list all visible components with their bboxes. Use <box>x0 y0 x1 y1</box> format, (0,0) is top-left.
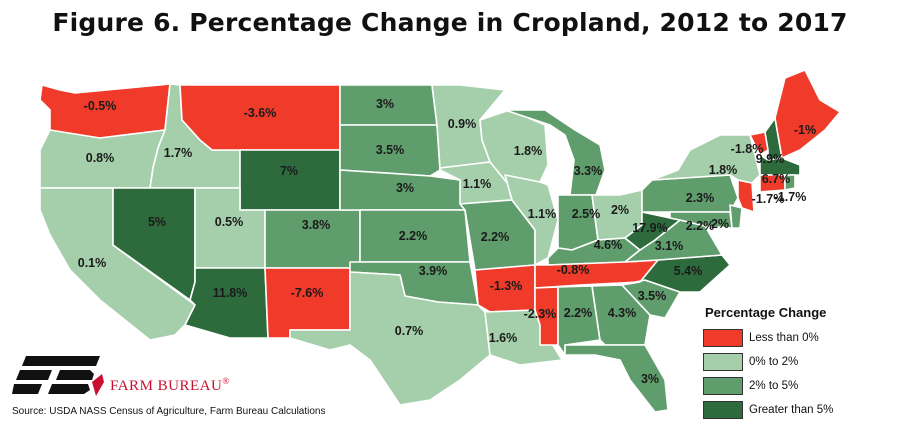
label-nd: 3% <box>376 97 394 111</box>
label-ks: 2.2% <box>399 229 428 243</box>
legend-label-high: Greater than 5% <box>749 404 834 416</box>
label-mo: 2.2% <box>481 230 510 244</box>
label-de: 2% <box>711 217 729 231</box>
label-ga: 4.3% <box>608 306 637 320</box>
state-ny <box>651 134 761 184</box>
legend-label-low: 0% to 2% <box>749 356 799 368</box>
label-nc: 5.4% <box>674 264 703 278</box>
label-me: -1% <box>794 123 816 137</box>
label-wv: 17.9% <box>632 221 667 235</box>
label-ne: 3% <box>396 181 414 195</box>
legend-swatch-mid <box>703 377 743 395</box>
label-wy: 7% <box>280 164 298 178</box>
label-vt: -1.8% <box>731 142 764 156</box>
label-ar: -1.3% <box>490 279 523 293</box>
label-in: 2.5% <box>572 207 601 221</box>
state-sd <box>339 124 441 177</box>
state-me <box>774 69 841 159</box>
label-va: 3.1% <box>655 239 684 253</box>
label-sc: 3.5% <box>638 289 667 303</box>
label-la: 1.6% <box>489 331 518 345</box>
source-note: Source: USDA NASS Census of Agriculture,… <box>12 406 326 417</box>
legend-swatch-neg <box>703 329 743 347</box>
label-az: 11.8% <box>213 286 248 300</box>
label-ct: -1.7% <box>774 190 807 204</box>
label-wa: -0.5% <box>84 99 117 113</box>
legend: Percentage Change Less than 0% 0% to 2% … <box>703 305 883 424</box>
figure-title: Figure 6. Percentage Change in Cropland,… <box>52 8 848 37</box>
label-ia: 1.1% <box>463 177 492 191</box>
label-or: 0.8% <box>86 151 115 165</box>
label-tx: 0.7% <box>395 324 424 338</box>
label-mt: -3.6% <box>244 106 277 120</box>
label-pa: 2.3% <box>686 191 715 205</box>
legend-swatch-high <box>703 401 743 419</box>
label-ut: 0.5% <box>215 215 244 229</box>
label-nm: -7.6% <box>291 286 324 300</box>
state-fl <box>564 344 669 413</box>
farm-bureau-wordmark: FARM BUREAU® <box>110 376 230 394</box>
state-az <box>184 267 269 339</box>
label-ms: -2.3% <box>524 307 557 321</box>
legend-swatch-low <box>703 353 743 371</box>
label-tn: -0.8% <box>557 263 590 277</box>
label-sd: 3.5% <box>376 143 405 157</box>
state-wy <box>239 149 341 211</box>
label-ma: 6.7% <box>762 172 791 186</box>
label-nj: -1.7% <box>752 192 785 206</box>
label-al: 2.2% <box>564 306 593 320</box>
label-mn: 0.9% <box>448 117 477 131</box>
state-ri <box>784 174 796 191</box>
label-id: 1.7% <box>164 146 193 160</box>
state-tx <box>289 271 491 406</box>
legend-item-mid: 2% to 5% <box>703 376 883 396</box>
label-il: 1.1% <box>528 207 557 221</box>
legend-item-high: Greater than 5% <box>703 400 883 420</box>
label-co: 3.8% <box>302 218 331 232</box>
legend-label-neg: Less than 0% <box>749 332 819 344</box>
label-nv: 5% <box>148 215 166 229</box>
legend-title: Percentage Change <box>705 305 827 320</box>
label-oh: 2% <box>611 203 629 217</box>
label-ok: 3.9% <box>419 264 448 278</box>
label-md: 2.2% <box>686 219 715 233</box>
state-de <box>729 204 743 229</box>
legend-label-mid: 2% to 5% <box>749 380 799 392</box>
farm-bureau-logo-icon <box>12 356 104 396</box>
label-mi: 3.3% <box>574 164 603 178</box>
label-ca: 0.1% <box>78 256 107 270</box>
label-wi: 1.8% <box>514 144 543 158</box>
legend-item-neg: Less than 0% <box>703 328 883 348</box>
label-ny: 1.8% <box>709 163 738 177</box>
label-ky: 4.6% <box>594 238 623 252</box>
label-fl: 3% <box>641 372 659 386</box>
label-nh: 9.9% <box>756 152 785 166</box>
state-nm <box>264 267 351 339</box>
legend-item-low: 0% to 2% <box>703 352 883 372</box>
